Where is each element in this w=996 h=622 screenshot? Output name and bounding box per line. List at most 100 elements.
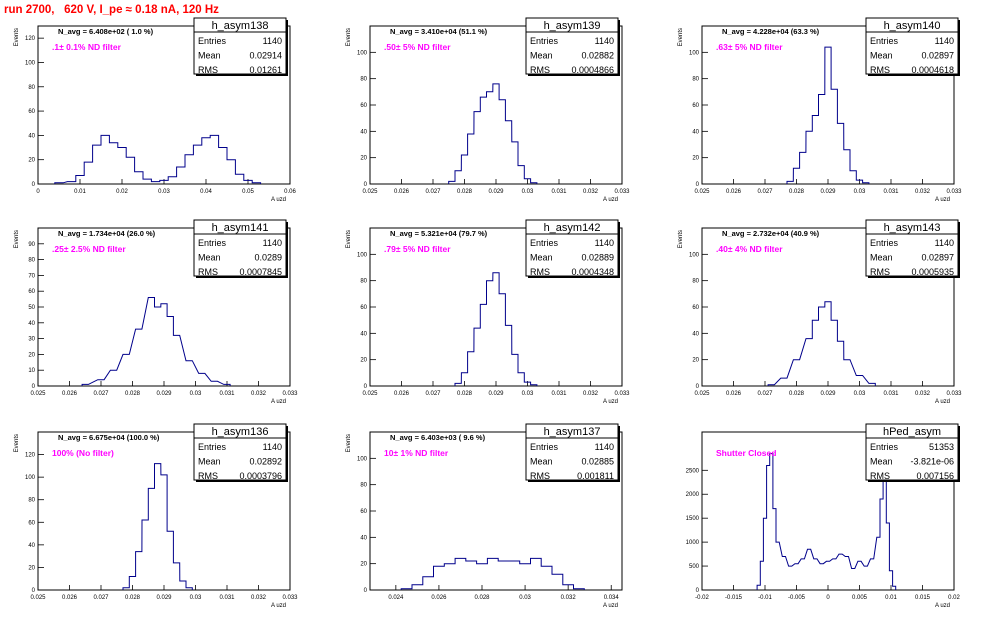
y-tick-label: 80 — [360, 279, 367, 285]
histogram-line — [122, 463, 193, 590]
x-tick-label: 0.027 — [425, 189, 441, 195]
x-tick-label: 0.05 — [242, 189, 254, 195]
histogram-panel-h_asym141: 0.025 0.026 0.027 0.028 0.029 0.03 0.031 0.032 0… — [14, 219, 298, 405]
y-tick-label: 20 — [692, 156, 699, 162]
histogram-line — [786, 46, 870, 184]
x-tick-label: 0.033 — [614, 189, 630, 195]
x-axis-label: A uzd — [271, 603, 286, 609]
x-tick-label: 0.031 — [551, 391, 567, 397]
y-tick-label: 40 — [360, 535, 367, 541]
x-tick-label: 0.033 — [282, 595, 298, 601]
x-axis-label: A uzd — [603, 603, 618, 609]
x-tick-label: 0.06 — [284, 189, 296, 195]
y-axis-label: Events — [346, 434, 352, 452]
y-tick-label: 60 — [692, 103, 699, 109]
y-tick-label: 60 — [360, 103, 367, 109]
stats-label-mean: Mean — [198, 253, 221, 263]
y-tick-label: 100 — [357, 50, 368, 56]
y-tick-label: 40 — [28, 133, 35, 139]
stats-label-entries: Entries — [870, 36, 899, 46]
stats-value-mean: 0.02892 — [249, 457, 282, 467]
stats-box-frame — [193, 17, 287, 75]
stats-label-mean: Mean — [530, 51, 553, 61]
y-tick-label: 80 — [360, 77, 367, 83]
y-tick-label: 1500 — [686, 516, 700, 522]
y-tick-label: 0 — [364, 588, 368, 594]
x-tick-label: 0.026 — [62, 595, 78, 601]
x-axis-label: A uzd — [603, 197, 618, 203]
stats-value-rms: 0.001811 — [577, 471, 614, 481]
stats-value-entries: 1140 — [595, 442, 614, 452]
y-tick-label: 30 — [28, 337, 35, 343]
y-tick-label: 120 — [25, 36, 36, 42]
y-tick-label: 100 — [357, 252, 368, 258]
stats-label-mean: Mean — [870, 457, 893, 467]
x-tick-label: 0.025 — [694, 391, 710, 397]
x-axis-label: A uzd — [935, 399, 950, 405]
panel-title: N_avg = 2.732e+04 (40.9 %) — [722, 229, 820, 238]
y-tick-label: 100 — [689, 50, 700, 56]
x-tick-label: 0.028 — [789, 391, 805, 397]
stats-label-entries: Entries — [870, 238, 899, 248]
panel-title: N_avg = 3.410e+04 (51.1 %) — [390, 27, 488, 36]
histogram-line — [400, 557, 585, 590]
x-tick-label: 0.03 — [519, 595, 531, 601]
y-tick-label: 100 — [25, 475, 36, 481]
x-tick-label: 0.034 — [604, 595, 620, 601]
stats-label-mean: Mean — [530, 457, 553, 467]
y-axis-label: Events — [346, 230, 352, 248]
filter-annotation: .79± 5% ND filter — [384, 244, 451, 254]
histogram-name: h_asym137 — [544, 426, 601, 438]
x-tick-label: 0.031 — [883, 189, 899, 195]
y-axis-label: Events — [14, 230, 20, 248]
x-tick-label: 0.03 — [190, 391, 202, 397]
y-tick-label: 80 — [28, 85, 35, 91]
y-tick-label: 60 — [360, 509, 367, 515]
y-tick-label: 70 — [28, 273, 35, 279]
x-tick-label: 0.03 — [190, 595, 202, 601]
stats-value-rms: 0.0005935 — [911, 267, 954, 277]
stats-label-mean: Mean — [198, 51, 221, 61]
y-axis-label: Events — [678, 230, 684, 248]
x-tick-label: 0.029 — [156, 391, 172, 397]
filter-annotation: .40± 4% ND filter — [716, 244, 783, 254]
x-axis-label: A uzd — [935, 197, 950, 203]
histogram-name: h_asym142 — [544, 222, 601, 234]
stats-value-entries: 1140 — [595, 238, 614, 248]
y-tick-label: 10 — [28, 368, 35, 374]
stats-label-entries: Entries — [530, 442, 559, 452]
stats-box: h_asym142 Entries 1140 Mean 0.02889 RMS 0.0004… — [525, 219, 620, 278]
stats-label-entries: Entries — [870, 442, 899, 452]
x-tick-label: -0.01 — [758, 595, 772, 601]
x-tick-label: 0.031 — [219, 595, 235, 601]
histogram-panel-h_asym137: 0.024 0.026 0.028 0.03 0.032 0.034 0 20 40 60 80 10… — [346, 423, 623, 609]
x-tick-label: -0.015 — [725, 595, 743, 601]
x-tick-label: 0.027 — [757, 189, 773, 195]
x-tick-label: 0.031 — [551, 189, 567, 195]
stats-value-rms: 0.007156 — [916, 471, 954, 481]
y-tick-label: 100 — [357, 456, 368, 462]
histogram-name: h_asym140 — [884, 20, 941, 32]
histogram-panel-h_asym140: 0.025 0.026 0.027 0.028 0.029 0.03 0.031 0.032 0… — [678, 17, 962, 203]
histogram-name: h_asym136 — [212, 426, 269, 438]
stats-label-rms: RMS — [198, 65, 218, 75]
histogram-line — [756, 453, 897, 590]
x-tick-label: 0.032 — [251, 391, 267, 397]
y-tick-label: 60 — [360, 305, 367, 311]
x-tick-label: 0.032 — [915, 391, 931, 397]
y-tick-label: 40 — [360, 129, 367, 135]
y-tick-label: 0 — [696, 384, 700, 390]
x-tick-label: 0.026 — [394, 391, 410, 397]
y-tick-label: 60 — [28, 520, 35, 526]
x-tick-label: 0.028 — [474, 595, 490, 601]
x-axis-label: A uzd — [603, 399, 618, 405]
x-tick-label: 0.029 — [156, 595, 172, 601]
stats-label-rms: RMS — [198, 267, 218, 277]
stats-value-mean: 0.02897 — [921, 253, 954, 263]
histogram-name: h_asym139 — [544, 20, 601, 32]
stats-value-mean: 0.02889 — [581, 253, 614, 263]
y-tick-label: 80 — [28, 498, 35, 504]
y-tick-label: 100 — [689, 252, 700, 258]
filter-annotation: .25± 2.5% ND filter — [52, 244, 126, 254]
x-tick-label: 0.025 — [30, 391, 46, 397]
